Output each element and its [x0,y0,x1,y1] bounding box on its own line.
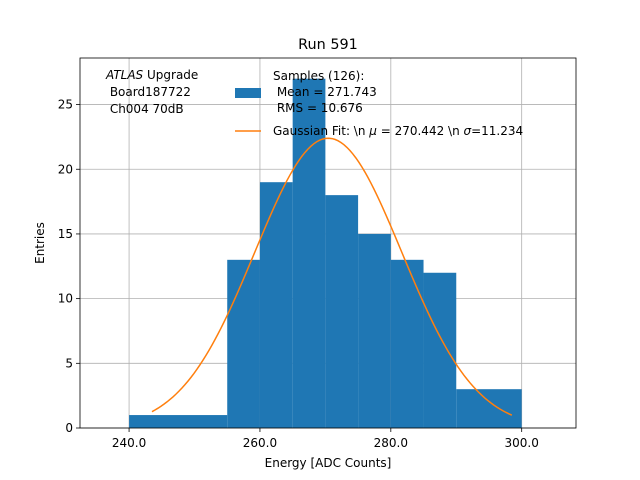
y-axis-label: Entries [33,222,47,264]
legend-fit-mu-value: = 270.442 \n [377,124,464,138]
x-tick-label: 300.0 [505,436,539,450]
legend-fit-prefix: Gaussian Fit: \n [273,124,369,138]
histogram-bar-5 [358,233,391,428]
y-tick-label: 20 [58,162,73,176]
legend-samples-label: Samples (126): [273,69,364,83]
histogram-bar-3 [292,78,326,428]
histogram-bar-1 [227,259,260,428]
legend-rms-label: RMS = 10.676 [273,101,363,115]
legend-fit-sigma-value: =11.234 [471,124,523,138]
chart-title: Run 591 [298,37,358,53]
atlas-annotation: ATLAS Upgrade Board187722 Ch004 70dB [105,68,198,116]
legend-fit-sigma-symbol: σ [464,124,472,138]
histogram-bar-7 [423,272,457,428]
y-tick-label: 15 [58,227,73,241]
atlas-label: ATLAS [105,68,144,82]
histogram-bars [129,78,522,428]
upgrade-label: Upgrade [143,68,198,82]
legend-fit-label: Gaussian Fit: \n μ = 270.442 \n σ=11.234 [273,124,523,138]
histogram-bar-6 [390,259,424,428]
svg-text:ATLAS Upgrade: ATLAS Upgrade [105,68,198,82]
x-tick-label: 260.0 [243,436,277,450]
gaussian-fit-curve [151,137,513,416]
legend-fit-mu-symbol: μ [368,124,377,138]
x-tick-label: 280.0 [374,436,408,450]
plot-frame [79,57,577,429]
board-label: Board187722 [106,85,191,99]
histogram-bar-2 [259,182,293,428]
x-axis-ticks: 240.0 260.0 280.0 300.0 [112,428,539,450]
legend: Samples (126): Mean = 271.743 RMS = 10.6… [235,69,523,138]
y-tick-label: 10 [58,292,73,306]
histogram-bar-8 [456,389,522,428]
x-tick-label: 240.0 [112,436,146,450]
legend-mean-label: Mean = 271.743 [273,85,377,99]
y-tick-label: 25 [58,98,73,112]
y-tick-label: 0 [65,421,73,435]
y-tick-label: 5 [65,356,73,370]
histogram-bar-0 [129,415,228,428]
channel-label: Ch004 70dB [106,102,184,116]
histogram-bar-4 [325,195,359,428]
legend-histogram-swatch [235,88,261,98]
x-axis-label: Energy [ADC Counts] [265,456,392,470]
y-axis-ticks: 0 5 10 15 20 25 [58,98,80,435]
